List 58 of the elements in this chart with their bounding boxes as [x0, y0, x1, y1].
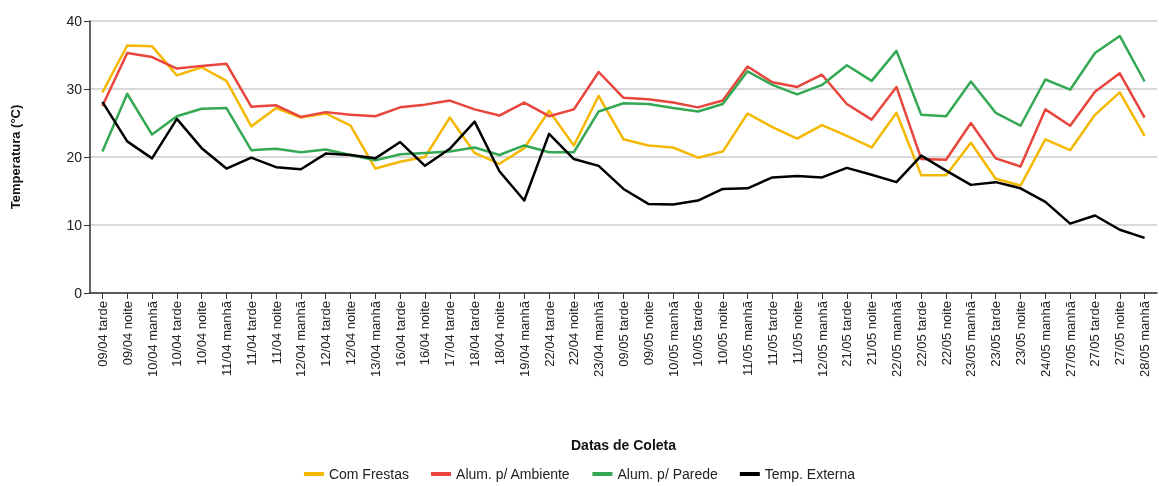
x-tick-label: 11/05 manhã: [740, 300, 756, 376]
x-tick-label: 12/04 tarde: [318, 301, 334, 367]
x-tick-label: 09/05 tarde: [616, 301, 631, 367]
x-tick-label: 23/05 noite: [1013, 301, 1029, 366]
x-tick-label: 27/05 manhã: [1062, 300, 1078, 377]
x-tick-label: 10/04 tarde: [169, 301, 185, 367]
legend-label: Temp. Externa: [764, 466, 856, 482]
x-tick-label: 12/04 noite: [343, 301, 359, 366]
x-tick-label: 09/04 noite: [119, 301, 135, 366]
x-tick-label: 16/04 noite: [417, 301, 433, 366]
x-tick-label: 23/04 manhã: [591, 300, 607, 377]
x-tick-label: 22/04 tarde: [541, 301, 557, 367]
x-axis-title: Datas de Coleta: [570, 437, 677, 453]
x-tick-label: 09/05 noite: [640, 301, 656, 366]
x-tick-label: 21/05 tarde: [839, 301, 855, 367]
x-tick-label: 23/05 tarde: [988, 301, 1004, 367]
y-axis-title: Temperatura (°C): [8, 104, 23, 210]
x-tick-label: 11/04 tarde: [243, 301, 259, 366]
x-tick-label: 10/05 noite: [715, 301, 731, 366]
x-tick-label: 22/04 noite: [566, 301, 582, 366]
line-series: [101, 34, 1146, 162]
x-tick-label: 28/05 manhã: [1137, 300, 1153, 377]
x-tick-label: 18/04 tarde: [467, 301, 483, 367]
x-tick-label: 12/05 manhã: [814, 300, 830, 377]
x-tick-label: 12/04 manhã: [293, 300, 309, 377]
y-tick-label: 20: [66, 149, 83, 165]
x-tick-label: 10/04 manhã: [144, 300, 160, 377]
y-tick-label: 0: [74, 285, 83, 301]
x-tick-label: 11/05 tarde: [764, 301, 780, 366]
line-series: [101, 100, 1146, 240]
legend-label: Alum. p/ Ambiente: [456, 466, 570, 482]
x-tick-label: 16/04 tarde: [392, 301, 408, 367]
x-tick-label: 24/05 manhã: [1037, 300, 1053, 377]
y-tick-label: 40: [66, 13, 83, 29]
x-tick-label: 17/04 tarde: [442, 301, 458, 367]
x-tick-label: 10/05 manhã: [665, 300, 681, 377]
x-tick-label: 18/04 noite: [491, 301, 507, 366]
line-series: [101, 51, 1146, 168]
x-tick-label: 27/05 noite: [1112, 301, 1128, 366]
x-tick-label: 11/05 noite: [789, 301, 805, 365]
x-tick-label: 23/05 manhã: [963, 300, 979, 377]
x-tick-label: 22/05 noite: [938, 301, 954, 366]
x-tick-label: 11/04 noite: [268, 301, 284, 365]
y-tick-label: 30: [66, 81, 83, 97]
x-tick-label: 09/04 tarde: [94, 301, 110, 367]
y-tick-label: 10: [66, 217, 83, 233]
x-tick-label: 13/04 manhã: [367, 300, 383, 377]
x-tick-label: 22/05 tarde: [913, 301, 929, 367]
x-tick-label: 19/04 manhã: [516, 300, 532, 377]
x-tick-label: 10/04 noite: [194, 301, 210, 366]
x-tick-label: 11/04 manhã: [218, 300, 234, 376]
x-tick-label: 21/05 noite: [864, 301, 880, 366]
line-series: [101, 44, 1146, 187]
x-tick-label: 22/05 manhã: [888, 300, 904, 377]
legend-label: Com Frestas: [328, 466, 410, 482]
x-tick-label: 27/05 tarde: [1087, 301, 1103, 367]
legend-label: Alum. p/ Parede: [617, 466, 719, 482]
x-tick-label: 10/05 tarde: [690, 301, 706, 367]
